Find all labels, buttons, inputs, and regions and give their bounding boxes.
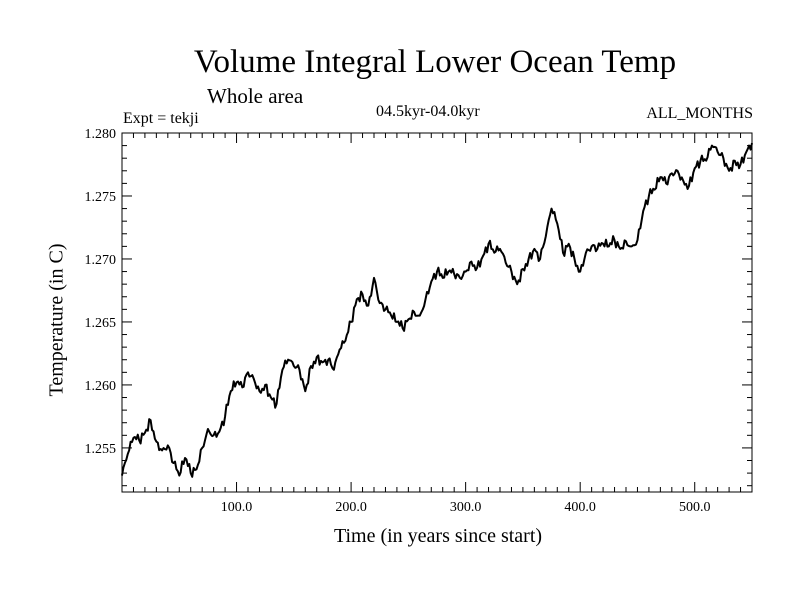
- period-label: 04.5kyr-04.0kyr: [376, 103, 480, 120]
- y-tick-label: 1.270: [85, 253, 117, 268]
- experiment-label: Expt = tekji: [123, 110, 199, 127]
- plot-frame: [121, 132, 753, 493]
- axis-ticks: [122, 132, 752, 492]
- y-tick-label: 1.280: [85, 127, 117, 142]
- x-tick-label: 500.0: [679, 500, 711, 515]
- x-tick-label: 300.0: [450, 500, 482, 515]
- y-tick-label: 1.255: [85, 442, 117, 457]
- months-label: ALL_MONTHS: [646, 105, 753, 122]
- x-axis-label: Time (in years since start): [333, 525, 543, 547]
- chart-subtitle: Whole area: [207, 84, 304, 108]
- x-tick-label: 200.0: [335, 500, 367, 515]
- y-tick-label: 1.265: [85, 316, 117, 331]
- series-layer: [121, 142, 753, 478]
- axis-tick-labels: 100.0 200.0 300.0 400.0 500.0 1.255 1.260 1.265…: [85, 127, 711, 515]
- temperature-series-line: [121, 142, 753, 478]
- y-tick-label: 1.260: [85, 379, 117, 394]
- chart-title: Volume Integral Lower Ocean Temp: [193, 44, 677, 80]
- x-tick-label: 400.0: [564, 500, 596, 515]
- y-tick-label: 1.275: [85, 190, 117, 205]
- x-tick-label: 100.0: [221, 500, 253, 515]
